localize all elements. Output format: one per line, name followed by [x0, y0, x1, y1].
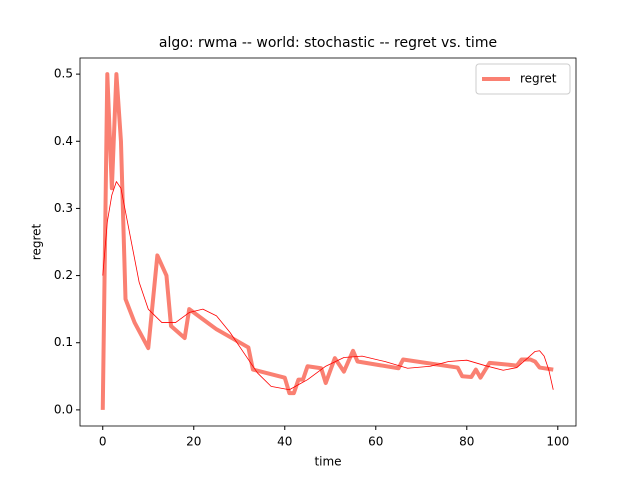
- x-tick-label: 40: [277, 435, 292, 449]
- legend-box: [475, 63, 571, 95]
- y-tick-label: 0.0: [54, 402, 73, 416]
- line-series: [100, 72, 554, 410]
- y-tick-label: 0.5: [54, 67, 73, 81]
- axes-frame: [79, 57, 577, 427]
- line-series: [102, 181, 554, 391]
- x-axis-label: time: [314, 455, 341, 469]
- y-tick-label: 0.3: [54, 201, 73, 215]
- legend-label: regret: [520, 72, 557, 86]
- plot-area: 0 20 40 60 80 100 0.0 0.1 0.2 0.3 0.4 0.5: [54, 67, 569, 449]
- y-tick-label: 0.1: [54, 335, 73, 349]
- x-tick-label: 20: [186, 435, 201, 449]
- y-tick-label: 0.4: [54, 134, 73, 148]
- chart-title: algo: rwma -- world: stochastic -- regre…: [159, 35, 497, 51]
- x-tick-label: 0: [99, 435, 107, 449]
- y-tick-label: 0.2: [54, 268, 73, 282]
- y-axis-label: regret: [30, 223, 44, 260]
- x-tick-label: 60: [368, 435, 383, 449]
- x-tick-label: 100: [546, 435, 569, 449]
- x-tick-label: 80: [459, 435, 474, 449]
